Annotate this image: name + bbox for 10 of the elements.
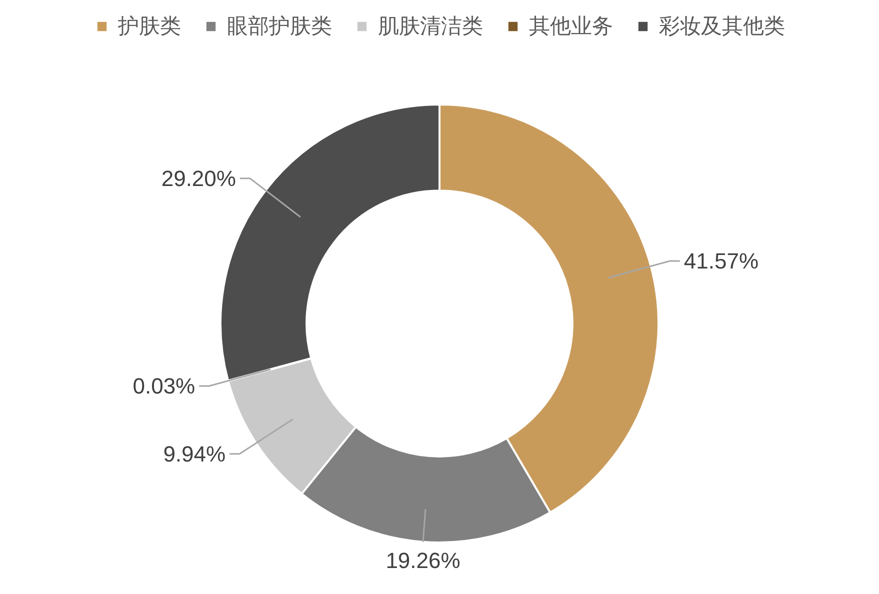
legend-label: 肌肤清洁类 xyxy=(378,13,483,40)
legend-label: 其他业务 xyxy=(529,13,613,40)
data-label: 29.20% xyxy=(161,166,236,191)
data-label: 0.03% xyxy=(132,373,196,398)
legend-label: 彩妆及其他类 xyxy=(659,13,785,40)
data-label: 41.57% xyxy=(684,248,759,274)
legend-label: 护肤类 xyxy=(118,13,181,40)
legend-label: 眼部护肤类 xyxy=(227,13,332,40)
data-label: 9.94% xyxy=(163,441,226,466)
data-label: 19.26% xyxy=(386,548,460,573)
